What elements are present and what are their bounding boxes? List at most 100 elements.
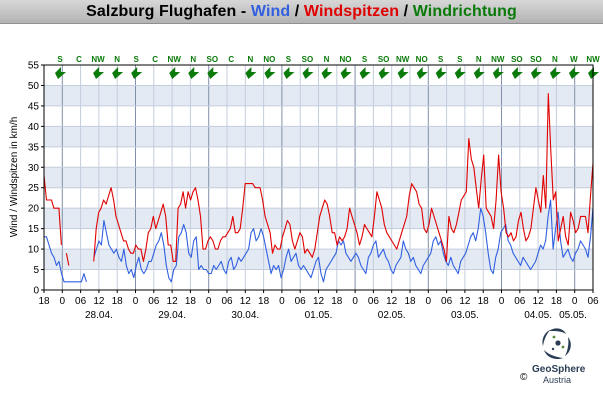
x-tick-label: 12 (459, 296, 471, 307)
direction-label: NO (416, 55, 428, 64)
y-tick-label: 25 (28, 183, 40, 194)
direction-label: C (76, 55, 82, 64)
direction-label: N (114, 55, 120, 64)
x-tick-label: 0 (352, 296, 358, 307)
x-tick-label: 0 (572, 296, 578, 307)
direction-label: W (570, 55, 578, 64)
direction-arrow-icon (492, 67, 504, 79)
x-tick-label: 18 (258, 296, 270, 307)
direction-arrow-icon (568, 67, 580, 79)
x-tick-label: 18 (331, 296, 343, 307)
x-tick-label: 06 (148, 296, 160, 307)
x-tick-label: 18 (404, 296, 416, 307)
direction-arrow-icon (416, 67, 428, 79)
x-date-label: 03.05. (451, 310, 479, 321)
direction-label: S (286, 55, 292, 64)
title-sep-2: / (290, 2, 304, 20)
x-tick-label: 06 (514, 296, 526, 307)
x-tick-label: 18 (185, 296, 197, 307)
direction-label: NO (263, 55, 275, 64)
direction-arrow-icon (359, 67, 371, 79)
direction-arrow-icon (112, 67, 124, 79)
x-tick-label: 18 (112, 296, 124, 307)
x-tick-label: 06 (295, 296, 307, 307)
title-direction: Windrichtung (412, 2, 517, 20)
series-line-windspitzen (43, 175, 62, 246)
y-tick-label: 0 (33, 286, 39, 297)
direction-label: NW (491, 55, 505, 64)
direction-label: NW (586, 55, 600, 64)
y-tick-label: 35 (28, 142, 40, 153)
y-tick-label: 55 (28, 61, 40, 72)
x-tick-label: 0 (426, 296, 432, 307)
logo-subtitle: Austria (543, 375, 572, 385)
x-tick-label: 18 (551, 296, 563, 307)
x-tick-label: 18 (38, 296, 50, 307)
x-tick-label: 18 (478, 296, 490, 307)
x-tick-label: 06 (441, 296, 453, 307)
plot-series (43, 93, 594, 283)
logo-name: GeoSphere (532, 364, 586, 375)
x-tick-label: 06 (587, 296, 599, 307)
direction-label: SO (511, 55, 523, 64)
title-sep-1: - (236, 2, 251, 20)
x-date-label: 28.04. (85, 310, 113, 321)
direction-label: SO (530, 55, 542, 64)
x-date-label: 29.04. (158, 310, 186, 321)
direction-label: C (152, 55, 158, 64)
direction-arrow-icon (435, 67, 447, 79)
x-tick-label: 06 (75, 296, 87, 307)
title-station: Salzburg Flughafen (86, 2, 237, 20)
direction-label: SO (378, 55, 390, 64)
x-tick-label: 0 (60, 296, 66, 307)
chart-title: Salzburg Flughafen - Wind / Windspitzen … (0, 0, 603, 24)
x-tick-label: 12 (93, 296, 105, 307)
direction-arrow-icon (264, 67, 276, 79)
direction-label: N (247, 55, 253, 64)
direction-label: N (552, 55, 558, 64)
x-tick-label: 12 (386, 296, 398, 307)
x-date-label: 02.05. (378, 310, 406, 321)
series-line-wind (93, 199, 594, 283)
direction-arrow-icon (245, 67, 257, 79)
direction-arrow-icon (530, 67, 542, 79)
direction-label: NW (396, 55, 410, 64)
x-tick-label: 12 (533, 296, 545, 307)
direction-label: NO (340, 55, 352, 64)
direction-arrow-icon (207, 67, 219, 79)
direction-arrow-icon (549, 67, 561, 79)
direction-arrow-icon (283, 67, 295, 79)
direction-arrow-icon (454, 67, 466, 79)
series-line-wind (44, 236, 87, 283)
title-wind: Wind (250, 2, 291, 20)
direction-arrow-icon (131, 67, 143, 79)
x-tick-label: 06 (221, 296, 233, 307)
x-date-label: 01.05. (305, 310, 333, 321)
direction-label: NW (91, 55, 105, 64)
x-tick-label: 0 (499, 296, 505, 307)
direction-arrow-icon (511, 67, 523, 79)
title-gust: Windspitzen (303, 2, 400, 20)
direction-arrow-icon (55, 67, 66, 79)
direction-label: NW (168, 55, 182, 64)
x-tick-label: 12 (167, 296, 179, 307)
y-tick-label: 20 (28, 204, 40, 215)
direction-label: N (190, 55, 196, 64)
geosphere-logo-icon (542, 328, 571, 360)
direction-arrow-icon (473, 67, 485, 79)
direction-label: S (57, 55, 63, 64)
direction-arrow-icon (169, 67, 181, 79)
x-tick-label: 06 (368, 296, 380, 307)
direction-arrows: S C NW N S C NW N SO C N NO S SO N NO S SO NW NO S S N NW SO SO N W… (55, 55, 600, 79)
y-tick-label: 30 (28, 163, 40, 174)
direction-arrow-icon (378, 67, 390, 79)
direction-label: S (457, 55, 463, 64)
direction-arrow-icon (188, 67, 200, 79)
x-tick-label: 12 (313, 296, 325, 307)
x-tick-label: 0 (206, 296, 212, 307)
direction-arrow-icon (302, 67, 314, 79)
series-line-windspitzen (93, 93, 594, 262)
series-line-windspitzen (65, 253, 70, 266)
copyright-mark: © (520, 372, 528, 383)
